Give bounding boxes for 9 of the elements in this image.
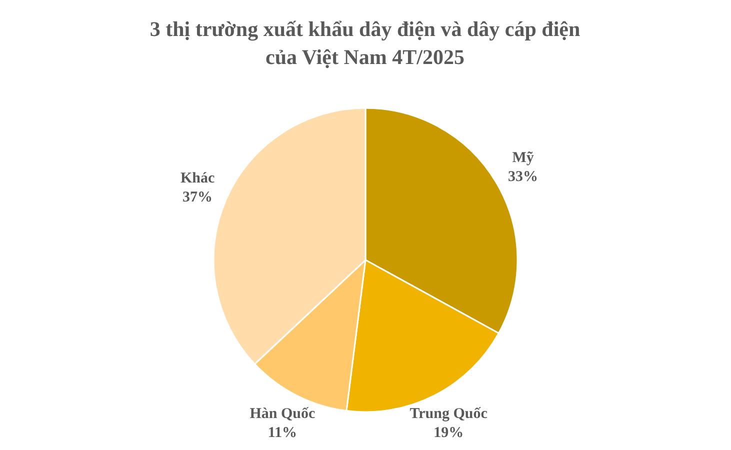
data-label: 33% [508, 168, 538, 185]
data-label: 19% [434, 425, 464, 442]
slice-label: Mỹ [512, 150, 534, 166]
data-label: 11% [268, 425, 298, 442]
chart-title: 3 thị trường xuất khẩu dây điện và dây cáp điện của Việt Nam 4T/2025 [150, 17, 580, 69]
slice-label: Khác [180, 170, 215, 186]
slice-label: Trung Quốc [410, 406, 488, 422]
slice-label: Hàn Quốc [250, 406, 316, 422]
data-label: 37% [182, 189, 213, 206]
